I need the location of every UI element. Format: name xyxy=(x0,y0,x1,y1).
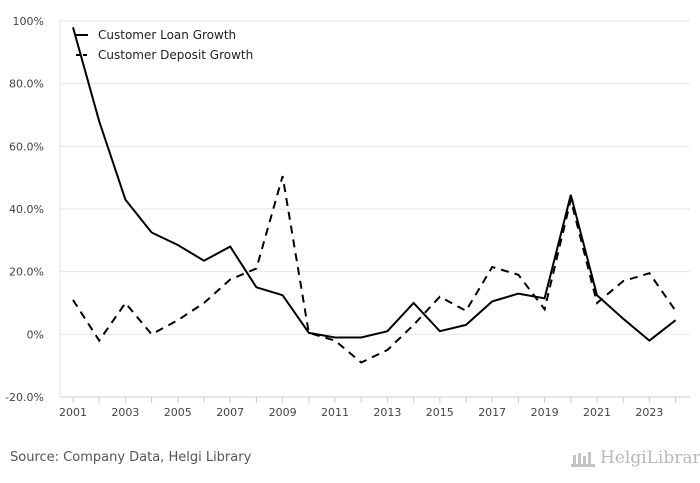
x-tick-label: 2003 xyxy=(111,406,139,419)
x-tick-label: 2005 xyxy=(164,406,192,419)
x-tick-label: 2007 xyxy=(216,406,244,419)
y-tick-label: 0% xyxy=(27,328,44,341)
y-tick-label: -20.0% xyxy=(5,391,44,404)
y-tick-label: 20.0% xyxy=(9,266,44,279)
y-tick-label: 60.0% xyxy=(9,140,44,153)
x-tick-label: 2021 xyxy=(583,406,611,419)
brand-name: HelgiLibrary xyxy=(600,448,700,468)
x-tick-label: 2009 xyxy=(269,406,297,419)
x-axis: 2001 2003 2005 2007 2009 2011 2013 2015 2017 2019… xyxy=(59,397,677,419)
brand-logo: HelgiLibrary xyxy=(570,448,700,468)
legend-label: Customer Deposit Growth xyxy=(98,48,253,62)
x-tick-label: 2017 xyxy=(478,406,506,419)
y-tick-label: 80.0% xyxy=(9,78,44,91)
loan-growth-line xyxy=(72,27,677,342)
y-tick-label: 100% xyxy=(13,15,44,28)
legend: Customer Loan Growth Customer Deposit Gro… xyxy=(76,28,253,62)
grid xyxy=(59,19,690,398)
x-tick-label: 2001 xyxy=(59,406,87,419)
x-tick-label: 2019 xyxy=(531,406,559,419)
x-tick-label: 2011 xyxy=(321,406,349,419)
deposit-growth-line xyxy=(72,175,677,364)
y-axis: -20.0% 0% 20.0% 40.0% 60.0% 80.0% 100% xyxy=(5,15,44,404)
x-tick-label: 2013 xyxy=(373,406,401,419)
series-lines xyxy=(72,27,677,364)
legend-label: Customer Loan Growth xyxy=(98,28,236,42)
chart: -20.0%0%20.0%40.0%60.0%80.0%100% 2001 200… xyxy=(5,15,690,419)
library-icon xyxy=(571,452,595,467)
source-note: Source: Company Data, Helgi Library xyxy=(10,450,252,465)
y-tick-label: 40.0% xyxy=(9,203,44,216)
x-tick-label: 2023 xyxy=(635,406,663,419)
x-tick-label: 2015 xyxy=(426,406,454,419)
